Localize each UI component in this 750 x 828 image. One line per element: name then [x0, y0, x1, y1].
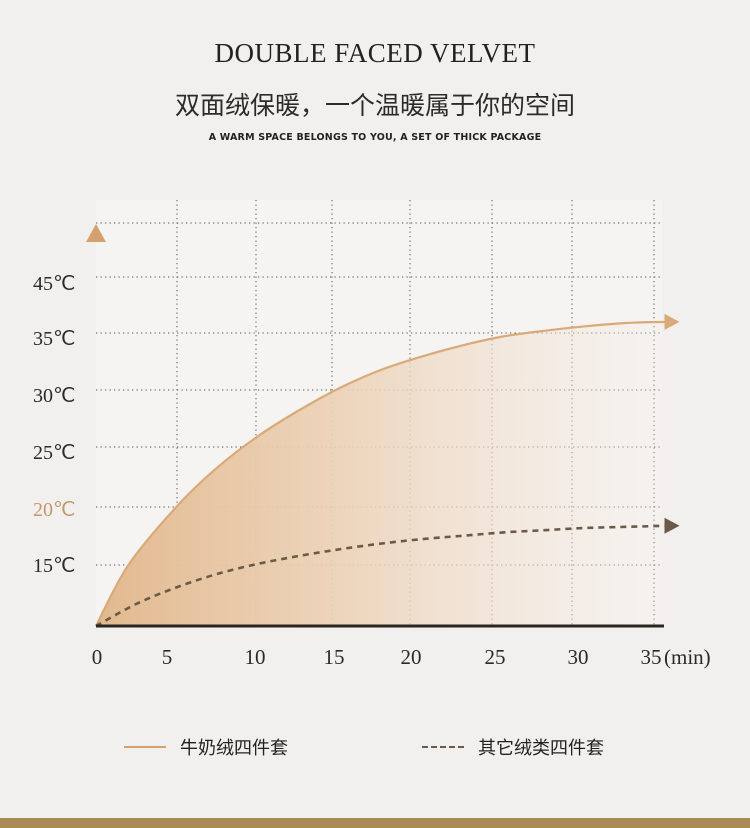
y-tick-label: 45℃ — [33, 273, 75, 295]
y-axis-arrow — [86, 224, 106, 242]
y-tick-label: 30℃ — [33, 385, 75, 407]
series-1-arrow — [664, 313, 680, 330]
x-tick-label: 25 — [485, 645, 506, 669]
x-tick-label: 10 — [245, 645, 266, 669]
series-1-line — [95, 320, 667, 627]
x-tick-label: 5 — [162, 645, 173, 669]
page-tagline: A WARM SPACE BELONGS TO YOU, A SET OF TH… — [208, 132, 542, 143]
legend-swatch-solid — [124, 746, 166, 748]
legend-item-series-1: 牛奶绒四件套 — [124, 734, 288, 760]
series-1-area — [96, 321, 667, 626]
series-2-line — [95, 524, 667, 628]
legend-item-series-2: 其它绒类四件套 — [422, 734, 604, 760]
legend-label-series-1: 牛奶绒四件套 — [180, 738, 288, 759]
x-axis-unit: (min) — [664, 645, 711, 669]
bottom-accent-bar — [0, 818, 750, 828]
x-tick-label: 30 — [568, 645, 589, 669]
y-tick-label: 15℃ — [33, 555, 75, 577]
x-tick-label: 20 — [401, 645, 422, 669]
y-tick-label: 25℃ — [33, 442, 75, 464]
legend-swatch-dashed — [422, 746, 464, 748]
y-tick-label: 35℃ — [33, 328, 75, 350]
page-subtitle: 双面绒保暖，一个温暖属于你的空间 — [174, 91, 575, 120]
legend-label-series-2: 其它绒类四件套 — [478, 738, 604, 759]
x-tick-label: 15 — [324, 645, 345, 669]
x-tick-label: 0 — [92, 645, 103, 669]
page-title: DOUBLE FACED VELVET — [214, 38, 536, 68]
y-tick-label: 20℃ — [33, 499, 75, 521]
x-tick-label: 35 — [641, 645, 662, 669]
series-2-arrow — [664, 517, 680, 534]
